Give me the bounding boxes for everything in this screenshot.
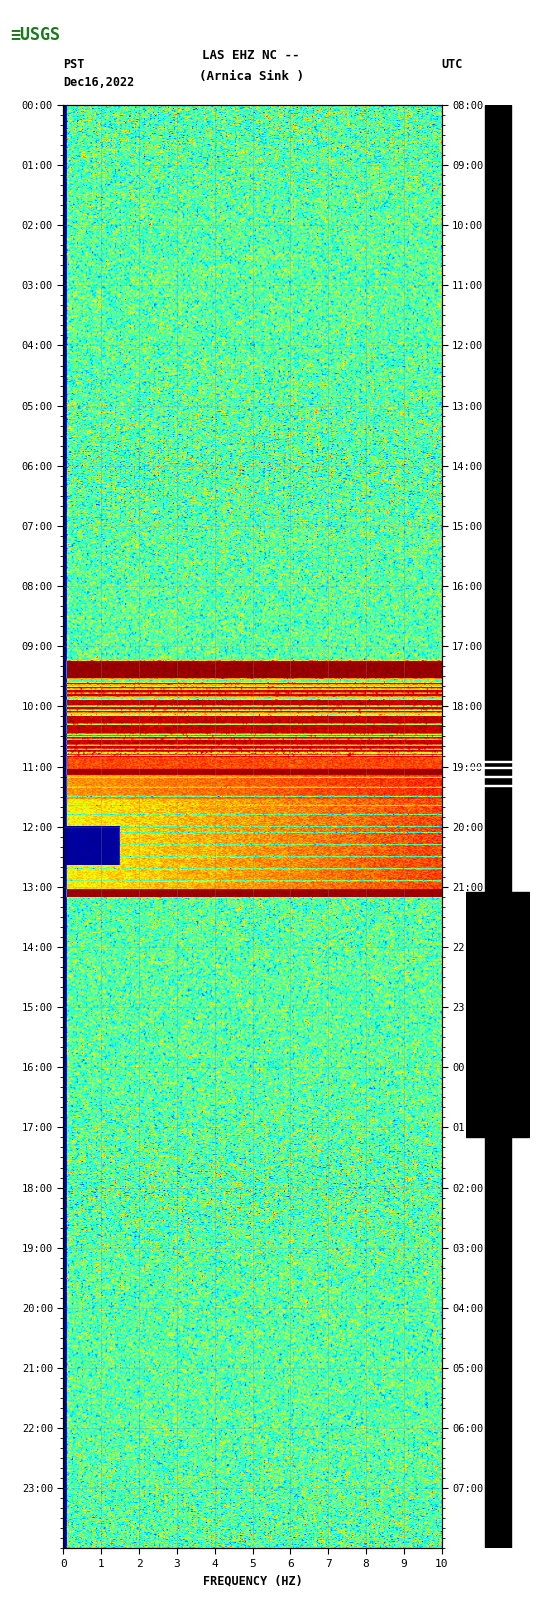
Bar [466, 892, 530, 1137]
Text: (Arnica Sink ): (Arnica Sink ) [199, 69, 304, 84]
Bar [486, 105, 511, 1548]
Text: LAS EHZ NC --: LAS EHZ NC -- [203, 48, 300, 63]
Text: ≡USGS: ≡USGS [10, 26, 60, 45]
Text: UTC: UTC [442, 58, 463, 71]
Text: PST: PST [63, 58, 85, 71]
Text: Dec16,2022: Dec16,2022 [63, 76, 135, 89]
X-axis label: FREQUENCY (HZ): FREQUENCY (HZ) [203, 1574, 302, 1587]
